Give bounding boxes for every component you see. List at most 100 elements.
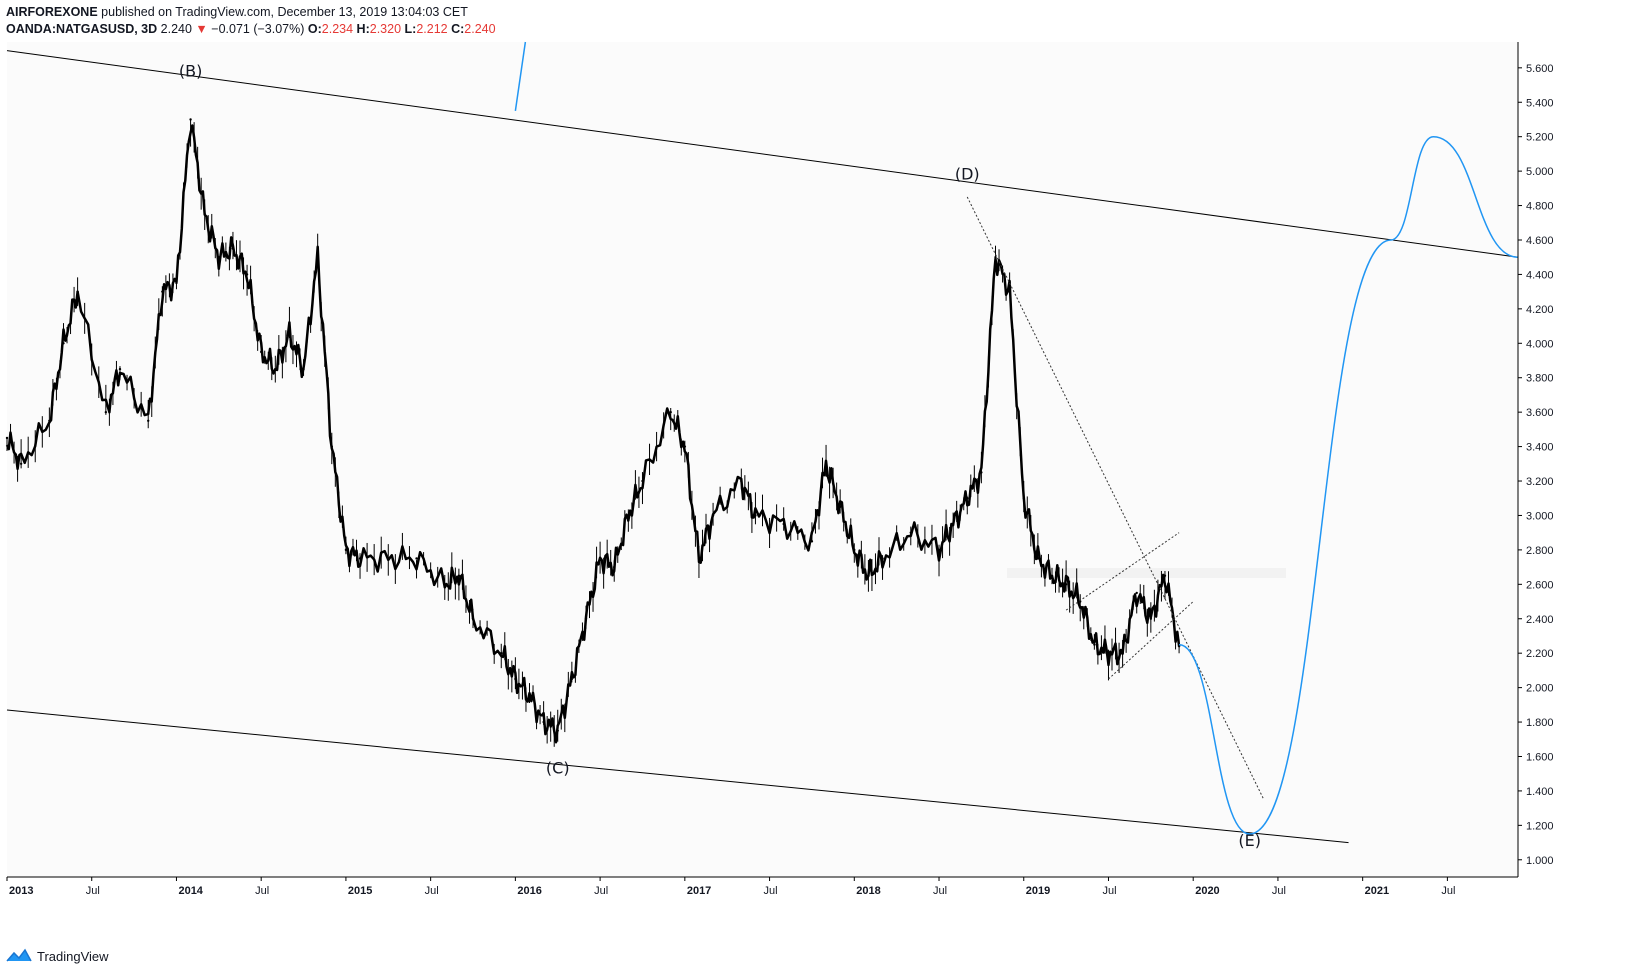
price-point: [471, 617, 475, 620]
highlight-zone: [1007, 568, 1286, 578]
price-point: [994, 256, 997, 259]
x-tick-label: Jul: [1102, 885, 1116, 897]
y-tick-label: 4.400: [1526, 269, 1554, 281]
y-tick-label: 5.400: [1526, 97, 1554, 109]
price-point: [867, 574, 870, 577]
price-point: [1064, 583, 1068, 586]
price-point: [881, 557, 884, 560]
projection-stub: [514, 41, 527, 111]
price-point: [1050, 574, 1054, 577]
trend-line: [6, 709, 1349, 844]
tradingview-logo-icon[interactable]: [6, 947, 32, 965]
open-label: O:: [307, 22, 322, 36]
wave-label: (C): [546, 759, 570, 778]
price-point: [48, 419, 51, 422]
dotted-channel-upper: [1065, 532, 1180, 611]
price-point: [824, 462, 828, 466]
y-tick-label: 5.000: [1526, 166, 1554, 178]
y-tick-label: 1.400: [1526, 786, 1554, 798]
price-point: [1093, 643, 1096, 646]
price-point: [937, 548, 941, 552]
price-axis[interactable]: 5.600 5.400 5.200 5.000 4.800 4.600 4.400 4.200…: [1518, 63, 1554, 867]
price-point: [613, 565, 616, 569]
price-point: [951, 522, 955, 526]
x-tick-label: Jul: [425, 885, 439, 897]
low-label: L:: [404, 22, 417, 36]
price-point: [1036, 557, 1040, 560]
time-axis[interactable]: 2013 Jul 2014 Jul 2015 Jul 2016 Jul 2017 Jul 2018 J…: [6, 877, 1455, 897]
y-tick-label: 4.800: [1526, 201, 1554, 213]
low-value: 2.212: [416, 22, 448, 36]
y-tick-label: 3.000: [1526, 510, 1554, 522]
y-tick-label: 3.400: [1526, 442, 1554, 454]
price-point: [754, 514, 757, 517]
y-tick-label: 1.800: [1526, 717, 1554, 729]
y-tick-label: 4.200: [1526, 304, 1554, 316]
open-value: 2.234: [321, 22, 354, 36]
x-tick-label: 2017: [687, 885, 711, 897]
y-tick-label: 2.800: [1526, 545, 1554, 557]
price-point: [189, 118, 192, 121]
price-point: [584, 617, 588, 620]
plot-area[interactable]: [7, 42, 1518, 877]
y-tick-label: 1.000: [1526, 855, 1554, 867]
x-tick-label: 2015: [348, 885, 372, 897]
price-point: [358, 557, 362, 560]
price-point: [330, 445, 333, 448]
price-point: [669, 410, 672, 414]
symbol-label[interactable]: OANDA:NATGASUSD, 3D: [6, 22, 158, 36]
close-value: 2.240: [464, 22, 496, 36]
price-point: [1149, 617, 1153, 620]
price-point: [302, 367, 305, 371]
dotted-channel-lower: [1108, 601, 1194, 680]
y-tick-label: 5.600: [1526, 63, 1554, 75]
wave-label: (D): [955, 165, 980, 184]
price-point: [980, 471, 983, 474]
price-point: [288, 333, 291, 336]
price-point: [556, 729, 559, 732]
brand-name[interactable]: TradingView: [37, 948, 109, 964]
price-point: [344, 548, 348, 552]
price-point: [1008, 290, 1011, 293]
x-tick-label: Jul: [764, 885, 778, 897]
price-point: [1107, 651, 1110, 655]
price-point: [161, 290, 164, 293]
last-price: 2.240: [160, 22, 192, 36]
x-tick-label: Jul: [1441, 885, 1455, 897]
price-point: [245, 273, 249, 276]
price-point: [443, 583, 446, 586]
price-point: [457, 574, 461, 577]
price-point: [259, 350, 263, 354]
price-point: [147, 419, 150, 422]
x-tick-label: 2013: [9, 885, 33, 897]
x-tick-label: Jul: [255, 885, 269, 897]
x-tick-label: 2020: [1195, 885, 1219, 897]
price-point: [175, 281, 178, 285]
price-point: [570, 677, 574, 681]
projection-curve: [1178, 135, 1519, 835]
price-point: [19, 462, 23, 466]
author-name[interactable]: AIRFOREXONE: [6, 5, 98, 19]
x-tick-label: 2019: [1026, 885, 1050, 897]
x-tick-label: Jul: [1272, 885, 1286, 897]
price-point: [1022, 497, 1025, 500]
price-point: [118, 367, 122, 371]
trend-line: [6, 50, 1519, 258]
x-tick-label: 2021: [1365, 885, 1389, 897]
chart-header: AIRFOREXONE published on TradingView.com…: [6, 4, 496, 38]
publish-line: AIRFOREXONE published on TradingView.com…: [6, 4, 496, 21]
y-tick-label: 1.200: [1526, 820, 1554, 832]
price-point: [104, 410, 108, 414]
price-point: [1121, 651, 1124, 655]
price-point: [598, 557, 602, 560]
y-tick-label: 5.200: [1526, 132, 1554, 144]
price-point: [316, 256, 319, 259]
price-point: [528, 695, 531, 698]
x-tick-label: Jul: [86, 885, 100, 897]
price-point: [1177, 645, 1181, 648]
y-tick-label: 2.200: [1526, 648, 1554, 660]
price-point: [387, 557, 390, 560]
price-point: [838, 505, 842, 509]
x-tick-label: 2014: [178, 885, 203, 897]
